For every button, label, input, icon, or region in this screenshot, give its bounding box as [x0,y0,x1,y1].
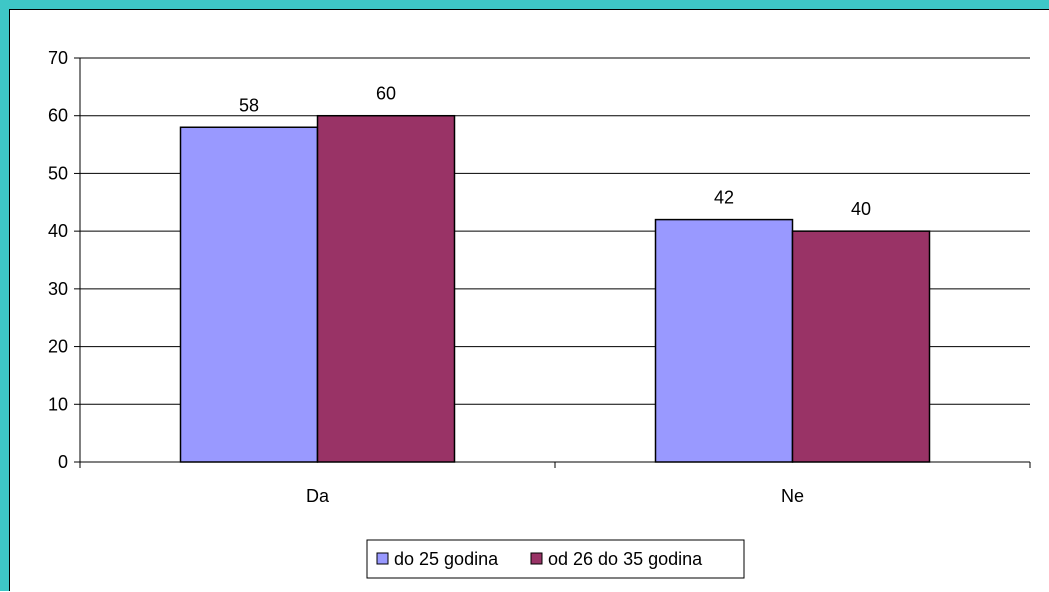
x-axis: Da Ne [79,461,1031,506]
legend-swatch [376,552,389,565]
bar-ne-series-2 [791,230,931,463]
y-tick-label: 0 [58,452,68,472]
legend: do 25 godina od 26 do 35 godina [366,539,745,579]
data-label: 42 [714,188,734,208]
data-labels: 58 60 42 40 [239,84,871,219]
bar-ne-series-1 [654,218,794,463]
y-axis: 0 10 20 30 40 50 60 70 [48,48,81,472]
y-tick-label: 10 [48,394,68,414]
bars [179,114,931,463]
category-label-da: Da [306,486,330,506]
bar-da-series-1 [179,126,319,463]
category-label-ne: Ne [781,486,804,506]
bar-chart: 0 10 20 30 40 50 60 70 Da Ne 58 60 42 40 do 25 godi… [48,48,1031,579]
legend-swatch [530,552,543,565]
legend-box [366,539,745,579]
data-label: 58 [239,95,259,115]
y-tick-label: 30 [48,279,68,299]
y-tick-label: 40 [48,221,68,241]
y-tick-label: 60 [48,106,68,126]
y-tick-label: 70 [48,48,68,68]
data-label: 40 [851,199,871,219]
chart-area: 0 10 20 30 40 50 60 70 Da Ne 58 60 42 40 do 25 godi… [9,9,1049,591]
bar-da-series-2 [316,114,456,463]
legend-label: od 26 do 35 godina [548,549,703,569]
y-tick-label: 50 [48,163,68,183]
y-tick-label: 20 [48,337,68,357]
data-label: 60 [376,84,396,104]
legend-label: do 25 godina [394,549,499,569]
